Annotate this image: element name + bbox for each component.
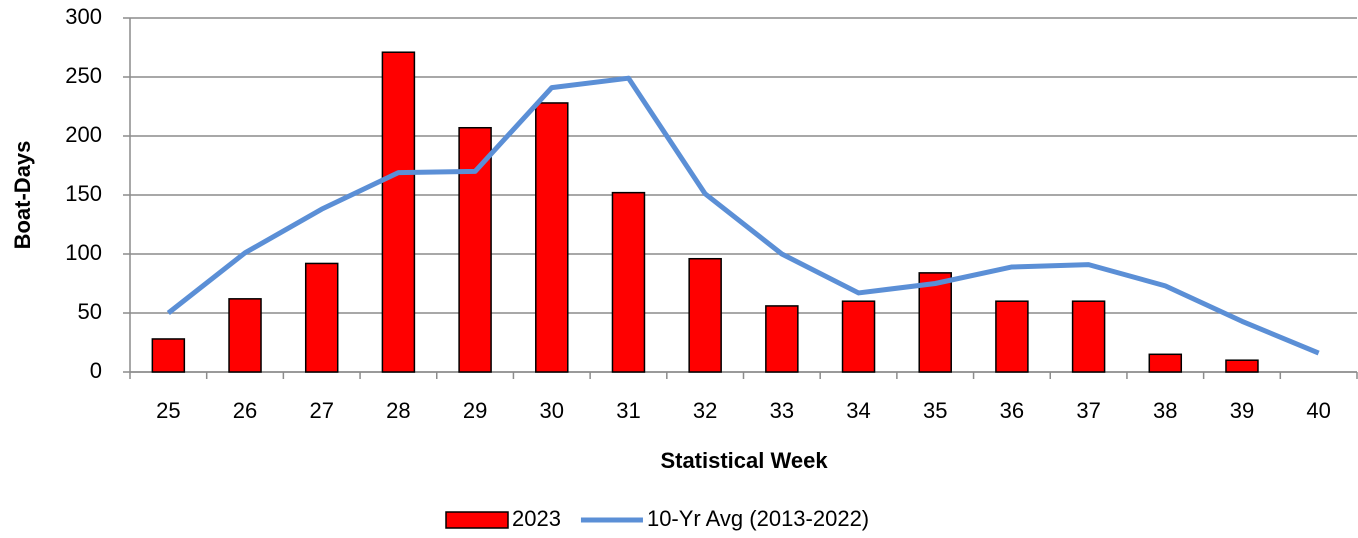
bar xyxy=(1225,359,1259,373)
bar xyxy=(1071,300,1106,373)
bar xyxy=(841,300,876,373)
x-tick-label: 32 xyxy=(693,398,717,423)
x-tick-label: 28 xyxy=(386,398,410,423)
x-tick-label: 35 xyxy=(923,398,947,423)
x-tick-label: 30 xyxy=(540,398,564,423)
bar xyxy=(688,257,722,373)
bar xyxy=(918,272,952,373)
x-tick-label: 25 xyxy=(156,398,180,423)
bar xyxy=(304,262,339,373)
bar xyxy=(381,51,416,373)
x-tick-label: 26 xyxy=(233,398,257,423)
x-tick-label: 29 xyxy=(463,398,487,423)
y-tick-label: 150 xyxy=(65,181,102,206)
x-tick-label: 37 xyxy=(1076,398,1100,423)
y-tick-label: 200 xyxy=(65,122,102,147)
x-tick-label: 36 xyxy=(1000,398,1024,423)
y-tick-label: 50 xyxy=(78,299,102,324)
bar xyxy=(765,305,799,373)
x-tick-label: 38 xyxy=(1153,398,1177,423)
x-tick-label: 31 xyxy=(616,398,640,423)
y-axis-title: Boat-Days xyxy=(10,141,35,250)
x-axis-title: Statistical Week xyxy=(660,448,828,473)
legend-label: 2023 xyxy=(512,506,561,531)
line xyxy=(166,75,1320,356)
y-tick-label: 100 xyxy=(65,240,102,265)
x-tick-label: 34 xyxy=(846,398,870,423)
legend-swatch xyxy=(445,511,509,529)
x-tick-label: 40 xyxy=(1306,398,1330,423)
bar xyxy=(611,191,646,373)
x-tick-label: 33 xyxy=(770,398,794,423)
bar xyxy=(535,102,569,373)
x-tick-label: 39 xyxy=(1230,398,1254,423)
bar xyxy=(995,300,1029,373)
bar xyxy=(1148,353,1183,373)
bar xyxy=(151,338,186,373)
bar xyxy=(228,298,262,373)
y-tick-label: 250 xyxy=(65,63,102,88)
y-tick-label: 0 xyxy=(90,358,102,383)
bar xyxy=(458,126,492,373)
y-tick-label: 300 xyxy=(65,4,102,29)
legend-label: 10-Yr Avg (2013-2022) xyxy=(647,506,869,531)
x-tick-label: 27 xyxy=(309,398,333,423)
